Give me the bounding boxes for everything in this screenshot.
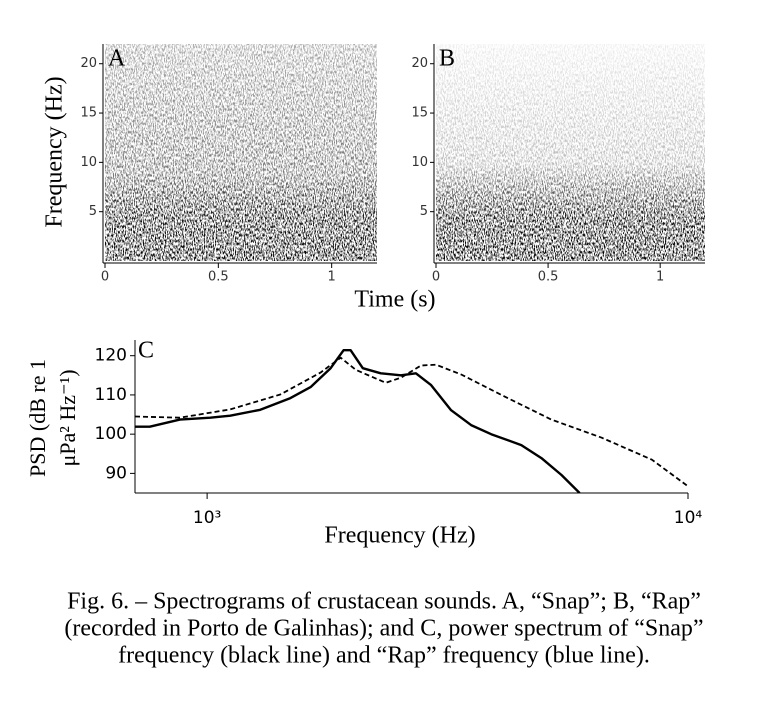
psd-line	[135, 349, 581, 493]
y-tick-label: 110	[95, 385, 127, 405]
x-axis-label: Frequency (Hz)	[324, 523, 475, 549]
x-axis-label: Time (s)	[354, 287, 435, 313]
y-tick-label: 5	[420, 204, 428, 219]
y-tick-label: 100	[95, 424, 127, 444]
y-tick-label: 20	[80, 56, 97, 71]
y-tick-label: 10	[80, 155, 97, 170]
panel-label: A	[108, 46, 126, 72]
x-tick-label: 0	[101, 270, 109, 285]
y-tick-label: 10	[411, 155, 428, 170]
caption-line: Fig. 6. – Spectrograms of crustacean sou…	[67, 589, 701, 615]
x-tick-label: 10⁴	[674, 508, 703, 528]
y-tick-label: 120	[95, 346, 127, 366]
x-tick-label: 10³	[193, 508, 221, 528]
spectrogram-image	[105, 44, 377, 261]
spectrogram-image	[436, 44, 705, 261]
y-axis-label: Frequency (Hz)	[42, 76, 68, 227]
y-tick-label: 15	[411, 106, 428, 121]
y-tick-label: 20	[411, 56, 428, 71]
x-tick-label: 0	[432, 270, 440, 285]
panel-label: B	[439, 46, 455, 72]
caption-line: frequency (black line) and “Rap” frequen…	[118, 643, 650, 669]
y-tick-label: 90	[105, 463, 127, 483]
y-axis-label: PSD (dB re 1	[25, 359, 50, 477]
y-tick-label: 5	[89, 204, 97, 219]
x-tick-label: 0.5	[538, 270, 559, 285]
y-tick-label: 15	[80, 106, 97, 121]
x-tick-label: 1	[328, 270, 336, 285]
x-tick-label: 0.5	[208, 270, 229, 285]
x-tick-label: 1	[656, 270, 664, 285]
panel-label: C	[138, 338, 154, 364]
y-axis-label: μPa² Hz⁻¹)	[55, 369, 80, 466]
psd-line	[135, 356, 689, 488]
caption-line: (recorded in Porto de Galinhas); and C, …	[64, 616, 703, 642]
